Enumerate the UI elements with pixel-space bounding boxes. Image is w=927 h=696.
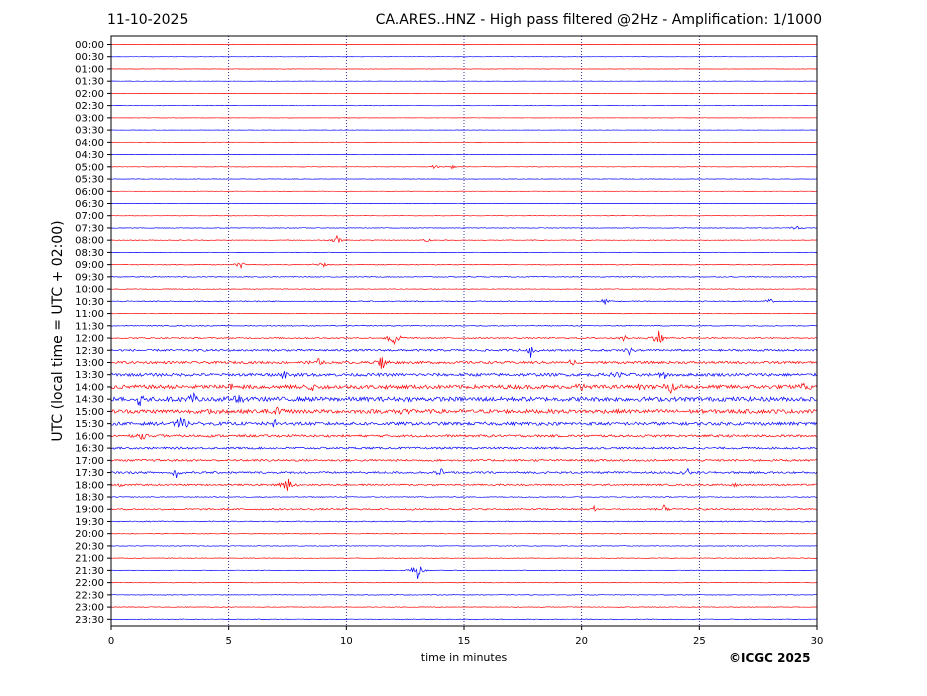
trace-1600 (110, 433, 818, 441)
y-tick-label: 02:00 (75, 89, 104, 100)
trace-1330 (110, 371, 818, 380)
trace-1000 (110, 288, 817, 290)
y-tick-label: 02:30 (75, 101, 104, 112)
trace-2200 (110, 581, 818, 584)
y-tick-label: 03:30 (75, 126, 104, 137)
y-tick-label: 11:00 (75, 309, 104, 320)
trace-1830 (110, 496, 818, 498)
x-tick-label: 10 (340, 636, 353, 647)
trace-0930 (110, 276, 818, 278)
trace-1400 (110, 382, 818, 395)
trace-1430 (110, 391, 818, 407)
trace-1130 (111, 324, 818, 327)
trace-2330 (110, 618, 818, 620)
y-tick-label: 09:00 (75, 260, 104, 271)
y-tick-label: 20:00 (75, 529, 104, 540)
y-tick-label: 05:30 (75, 175, 104, 186)
trace-2300 (110, 606, 817, 608)
trace-1500 (110, 406, 818, 415)
y-tick-label: 06:00 (75, 187, 104, 198)
trace-2000 (110, 532, 817, 535)
y-tick-label: 17:00 (75, 456, 104, 467)
y-tick-label: 19:00 (75, 505, 104, 516)
trace-0900 (110, 261, 818, 270)
y-tick-label: 22:00 (75, 578, 104, 589)
y-tick-label: 10:00 (75, 285, 104, 296)
y-tick-label: 19:30 (75, 517, 104, 528)
trace-1630 (110, 446, 818, 450)
x-tick-label: 0 (108, 636, 114, 647)
y-tick-label: 05:00 (75, 162, 104, 173)
trace-1030 (110, 298, 818, 305)
trace-1930 (111, 520, 817, 523)
trace-1900 (110, 504, 818, 512)
trace-2130 (110, 566, 818, 579)
y-tick-label: 16:30 (75, 444, 104, 455)
y-tick-label: 09:30 (75, 272, 104, 283)
chart-title: CA.ARES..HNZ - High pass filtered @2Hz -… (375, 12, 822, 28)
y-tick-label: 11:30 (75, 321, 104, 332)
y-tick-label: 12:30 (75, 346, 104, 357)
trace-2030 (110, 545, 818, 547)
y-tick-label: 00:00 (75, 40, 104, 51)
y-tick-label: 14:00 (75, 382, 104, 393)
y-tick-label: 23:30 (75, 615, 104, 626)
y-tick-label: 21:30 (75, 566, 104, 577)
traces (110, 44, 818, 620)
y-tick-label: 01:00 (75, 64, 104, 75)
y-tick-label: 06:30 (75, 199, 104, 210)
copyright-label: ©ICGC 2025 (729, 651, 811, 665)
x-tick-label: 20 (575, 636, 588, 647)
y-tick-label: 03:00 (75, 113, 104, 124)
y-tick-label: 17:30 (75, 468, 104, 479)
y-tick-label: 21:00 (75, 554, 104, 565)
trace-0730 (110, 226, 818, 230)
trace-1200 (110, 330, 818, 346)
y-tick-label: 00:30 (75, 52, 104, 63)
y-tick-label: 13:00 (75, 358, 104, 369)
trace-1100 (110, 312, 817, 315)
y-tick-label: 01:30 (75, 77, 104, 88)
trace-0800 (110, 234, 818, 243)
y-tick-label: 15:00 (75, 407, 104, 418)
x-tick-label: 15 (458, 636, 471, 647)
trace-0500 (111, 164, 818, 170)
y-tick-label: 07:30 (75, 223, 104, 234)
y-tick-label: 04:00 (75, 138, 104, 149)
trace-2230 (110, 594, 818, 596)
y-tick-label: 18:00 (75, 480, 104, 491)
y-tick-label: 04:30 (75, 150, 104, 161)
vertical-grid (228, 36, 700, 626)
y-tick-label: 07:00 (75, 211, 104, 222)
y-tick-label: 13:30 (75, 370, 104, 381)
x-tick-label: 30 (811, 636, 824, 647)
trace-1530 (110, 417, 818, 428)
trace-1730 (110, 467, 818, 478)
y-tick-label: 22:30 (75, 590, 104, 601)
y-tick-label: 15:30 (75, 419, 104, 430)
trace-1800 (110, 478, 817, 491)
y-tick-label: 14:30 (75, 395, 104, 406)
trace-1300 (110, 357, 818, 369)
trace-1700 (110, 458, 818, 462)
x-tick-label: 5 (225, 636, 231, 647)
y-tick-label: 08:00 (75, 236, 104, 247)
x-axis: 0 5 10 15 20 25 30 (108, 626, 824, 647)
y-tick-label: 12:00 (75, 334, 104, 345)
date-label: 11-10-2025 (107, 12, 189, 28)
x-axis-label: time in minutes (420, 651, 508, 664)
y-tick-label: 18:30 (75, 493, 104, 504)
trace-2100 (110, 557, 818, 559)
y-tick-label: 10:30 (75, 297, 104, 308)
trace-1230 (110, 346, 818, 358)
y-tick-label: 16:00 (75, 431, 104, 442)
y-tick-label: 20:30 (75, 541, 104, 552)
y-tick-label: 23:00 (75, 603, 104, 614)
y-axis-label: UTC (local time = UTC + 02:00) (50, 220, 66, 442)
y-tick-label: 08:30 (75, 248, 104, 259)
x-tick-label: 25 (693, 636, 706, 647)
